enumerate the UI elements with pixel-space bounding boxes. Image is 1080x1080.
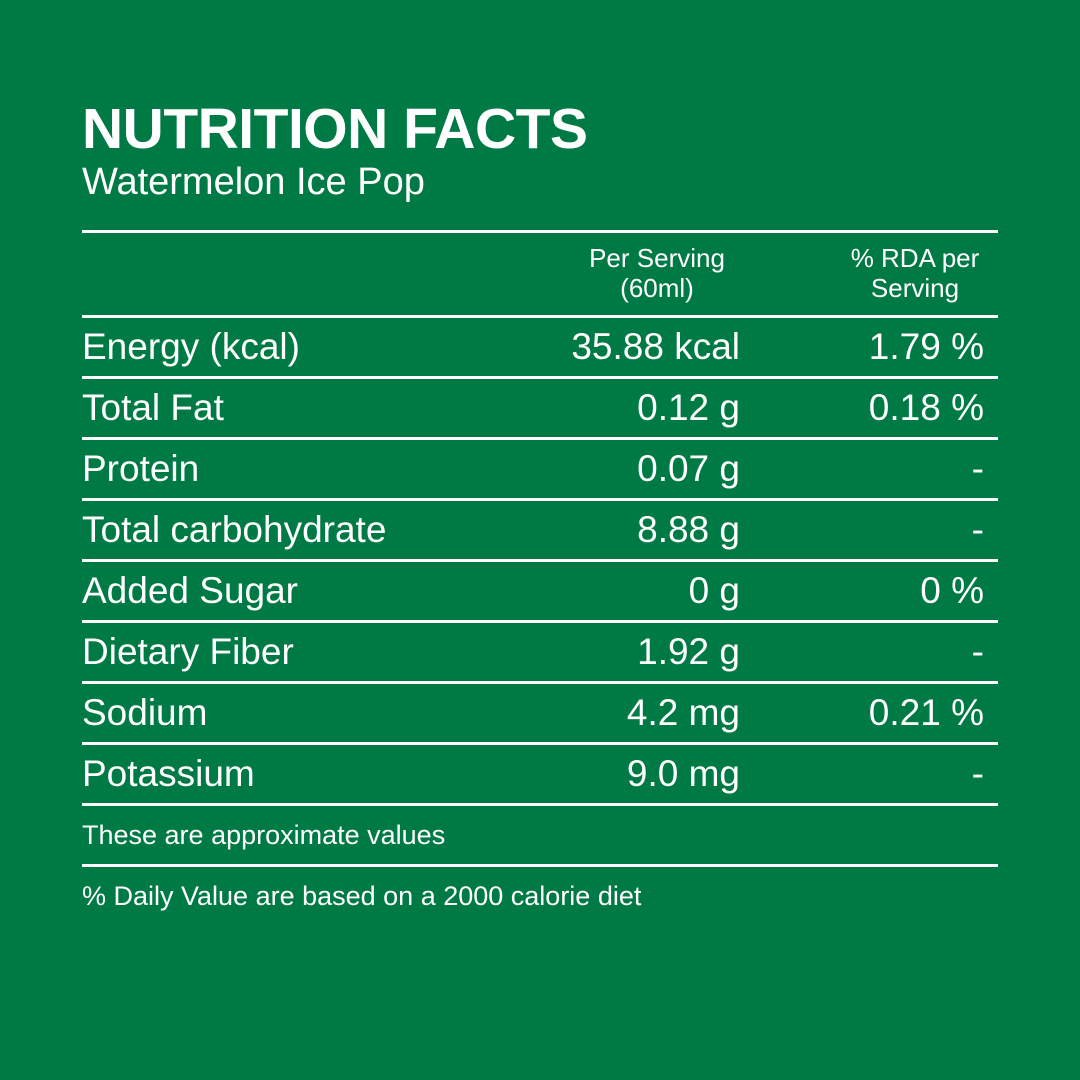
per-serving-header-label: Per Serving: [589, 243, 725, 273]
nutrient-name: Energy (kcal): [82, 326, 300, 367]
nutrition-facts-panel: NUTRITION FACTS Watermelon Ice Pop Per S…: [82, 98, 998, 925]
divider: [82, 437, 998, 440]
nutrient-name: Potassium: [82, 753, 255, 794]
rda-value: -: [971, 509, 984, 550]
per-serving-value: 0 g: [688, 570, 740, 611]
per-serving-value: 35.88 kcal: [571, 326, 740, 367]
approximate-values-note: These are approximate values: [82, 820, 446, 850]
rda-header-label: % RDA per: [850, 243, 980, 273]
divider: [82, 559, 998, 562]
nutrient-name: Total carbohydrate: [82, 509, 387, 550]
divider: [82, 803, 998, 806]
rda-value: -: [971, 448, 984, 489]
per-serving-value: 9.0 mg: [626, 753, 740, 794]
table-row: Dietary Fiber 1.92 g -: [82, 623, 998, 681]
rda-value: -: [971, 631, 984, 672]
table-row: Added Sugar 0 g 0 %: [82, 562, 998, 620]
per-serving-header-amount: (60ml): [620, 273, 694, 303]
table-header: Per Serving (60ml) % RDA per Serving: [82, 233, 998, 315]
table-row: Total Fat 0.12 g 0.18 %: [82, 379, 998, 437]
divider: [82, 681, 998, 684]
nutrient-name: Sodium: [82, 692, 208, 733]
nutrient-name: Added Sugar: [82, 570, 299, 611]
product-name: Watermelon Ice Pop: [82, 161, 425, 203]
table-row: Total carbohydrate 8.88 g -: [82, 501, 998, 559]
nutrient-name: Protein: [82, 448, 200, 489]
divider: [82, 376, 998, 379]
rda-value: -: [971, 753, 984, 794]
table-row: Sodium 4.2 mg 0.21 %: [82, 684, 998, 742]
divider: [82, 315, 998, 318]
nutrient-name: Dietary Fiber: [82, 631, 294, 672]
table-row: Protein 0.07 g -: [82, 440, 998, 498]
nutrient-rows: Energy (kcal) 35.88 kcal 1.79 % Total Fa…: [82, 318, 998, 806]
per-serving-header: Per Serving (60ml): [564, 243, 750, 303]
table-row: Energy (kcal) 35.88 kcal 1.79 %: [82, 318, 998, 376]
per-serving-value: 1.92 g: [637, 631, 740, 672]
divider: [82, 864, 998, 867]
divider: [82, 230, 998, 233]
nutrient-name: Total Fat: [82, 387, 224, 428]
per-serving-value: 4.2 mg: [626, 692, 740, 733]
rda-header: % RDA per Serving: [832, 243, 998, 303]
rda-value: 0.18 %: [868, 387, 984, 428]
rda-header-sub: Serving: [870, 273, 960, 303]
per-serving-value: 8.88 g: [637, 509, 740, 550]
rda-value: 1.79 %: [868, 326, 984, 367]
divider: [82, 498, 998, 501]
per-serving-value: 0.07 g: [637, 448, 740, 489]
rda-value: 0.21 %: [868, 692, 984, 733]
rda-value: 0 %: [920, 570, 984, 611]
divider: [82, 742, 998, 745]
table-row: Potassium 9.0 mg -: [82, 745, 998, 803]
daily-value-note: % Daily Value are based on a 2000 calori…: [82, 881, 642, 911]
divider: [82, 620, 998, 623]
per-serving-value: 0.12 g: [637, 387, 740, 428]
page-title: NUTRITION FACTS: [82, 97, 588, 161]
